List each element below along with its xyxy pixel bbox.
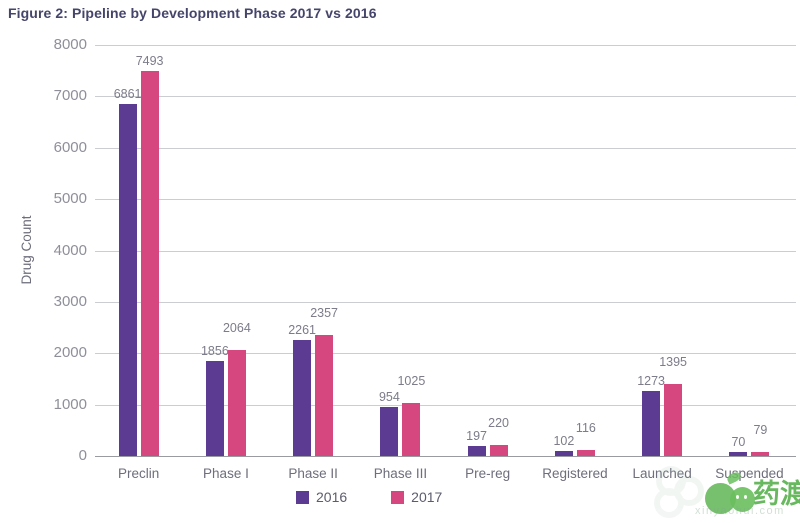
bar-value-label: 197 — [466, 428, 488, 443]
x-axis-line — [95, 456, 796, 457]
gridline — [95, 404, 796, 406]
bar-2016-phase-ii — [293, 339, 312, 456]
y-tick-label: 4000 — [53, 241, 87, 259]
x-axis-label-preclin: Preclin — [118, 466, 160, 481]
y-tick-label: 6000 — [53, 138, 87, 156]
bar-2016-phase-iii — [380, 407, 399, 456]
gridline — [95, 199, 796, 201]
bar-2017-suspended — [751, 451, 770, 456]
bar-value-label: 7493 — [135, 54, 164, 68]
bar-value-label: 2357 — [310, 305, 338, 320]
bar-2017-phase-ii — [315, 334, 334, 456]
y-tick-label: 3000 — [53, 292, 87, 310]
y-tick-label: 8000 — [53, 36, 87, 53]
bar-2016-registered — [554, 450, 573, 456]
x-axis-label-phase-iii: Phase III — [373, 466, 428, 481]
y-tick-label: 5000 — [53, 190, 87, 208]
bar-value-label: 1856 — [200, 343, 229, 358]
bar-value-label: 220 — [488, 415, 510, 430]
bar-2017-phase-i — [227, 350, 246, 456]
gridline — [95, 147, 796, 149]
y-tick-label: 7000 — [53, 87, 87, 105]
legend-label-2016: 2016 — [316, 489, 348, 505]
x-axis-label-registered: Registered — [542, 466, 608, 481]
legend-swatch-2016 — [296, 490, 309, 504]
bar-value-label: 6861 — [113, 86, 142, 101]
figure-title: Figure 2: Pipeline by Development Phase … — [8, 5, 377, 21]
x-axis-label-phase-ii: Phase II — [288, 466, 338, 481]
bar-2017-launched — [664, 384, 683, 456]
y-tick-label: 0 — [78, 447, 87, 464]
bar-value-label: 1025 — [397, 374, 426, 389]
legend-item-2016: 2016 — [296, 489, 347, 505]
bar-value-label: 102 — [553, 433, 575, 448]
bar-2017-preclin — [140, 71, 159, 456]
bar-value-label: 954 — [378, 390, 400, 404]
bar-value-label: 70 — [731, 435, 746, 450]
x-axis-label-pre-reg: Pre-reg — [465, 466, 511, 481]
bar-value-label: 2261 — [288, 322, 316, 337]
watermark-logo-icon — [705, 483, 736, 514]
bar-value-label: 1395 — [659, 355, 687, 370]
watermark-url-text: xinyaohui.com — [695, 505, 785, 517]
bar-2016-preclin — [118, 103, 137, 456]
bar-2016-phase-i — [205, 360, 224, 456]
bar-2016-suspended — [729, 452, 748, 456]
bar-2016-pre-reg — [467, 445, 486, 456]
x-axis-label-launched: Launched — [632, 466, 692, 481]
x-axis-label-suspended: Suspended — [715, 466, 784, 481]
bar-2017-pre-reg — [489, 444, 508, 456]
bar-2017-phase-iii — [402, 403, 421, 456]
bar-value-label: 79 — [753, 422, 768, 437]
bar-value-label: 116 — [575, 421, 596, 435]
watermark-logo-face-icon — [730, 487, 755, 512]
bar-value-label: 2064 — [222, 321, 251, 335]
gridline — [95, 353, 796, 355]
legend: 2016 2017 — [296, 489, 442, 505]
bar-2016-launched — [642, 390, 661, 456]
gridline — [95, 45, 796, 46]
y-tick-label: 1000 — [53, 395, 87, 413]
gridline — [95, 301, 796, 303]
bar-2017-registered — [576, 450, 595, 456]
y-axis-label: Drug Count — [19, 215, 34, 285]
bar-value-label: 1273 — [637, 373, 665, 388]
gridline — [95, 250, 796, 252]
legend-label-2017: 2017 — [411, 489, 443, 505]
y-tick-label: 2000 — [53, 344, 87, 362]
legend-item-2017: 2017 — [391, 489, 442, 505]
x-axis-label-phase-i: Phase I — [203, 466, 249, 481]
legend-swatch-2017 — [391, 490, 405, 504]
gridline — [95, 96, 796, 98]
